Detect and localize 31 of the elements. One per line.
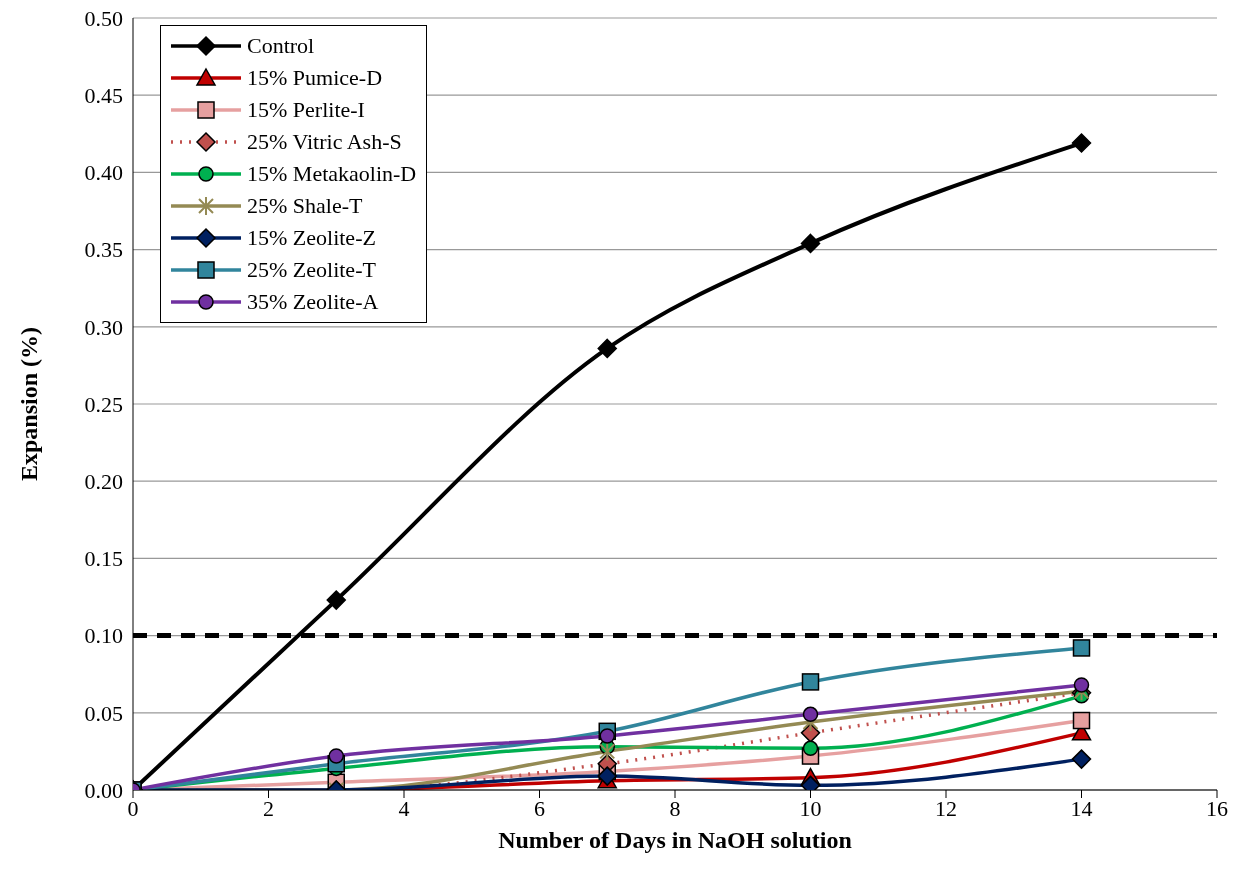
y-tick-label: 0.15 [84,546,123,572]
y-tick-label: 0.25 [84,391,123,417]
legend-label: 15% Metakaolin-D [247,161,417,187]
x-tick-label: 12 [935,795,957,821]
y-tick-label: 0.30 [84,314,123,340]
y-tick-label: 0.50 [84,5,123,31]
y-tick-label: 0.10 [84,623,123,649]
x-tick-label: 4 [398,795,410,821]
y-tick-label: 0.45 [84,83,123,109]
y-tick-label: 0.40 [84,160,123,186]
x-tick-label: 14 [1070,795,1093,821]
legend-label: 15% Zeolite-Z [247,225,376,251]
legend-label: 15% Pumice-D [247,65,383,91]
y-tick-label: 0.00 [84,777,123,803]
legend-label: 25% Vitric Ash-S [247,129,402,155]
x-tick-label: 2 [263,795,274,821]
y-tick-label: 0.20 [84,469,123,495]
x-tick-label: 6 [534,795,545,821]
legend-label: 15% Perlite-I [247,97,365,123]
x-axis-title: Number of Days in NaOH solution [498,827,852,853]
x-tick-label: 10 [799,795,822,821]
legend-label: 35% Zeolite-A [247,289,379,315]
y-tick-label: 0.05 [84,700,123,726]
y-tick-label: 0.35 [84,237,123,263]
legend-label: 25% Shale-T [247,193,363,219]
legend-label: Control [247,33,315,59]
x-tick-label: 16 [1206,795,1228,821]
x-tick-label: 8 [669,795,681,821]
x-tick-label: 0 [127,795,139,821]
y-axis-title: Expansion (%) [15,326,42,482]
legend-label: 25% Zeolite-T [247,257,376,283]
